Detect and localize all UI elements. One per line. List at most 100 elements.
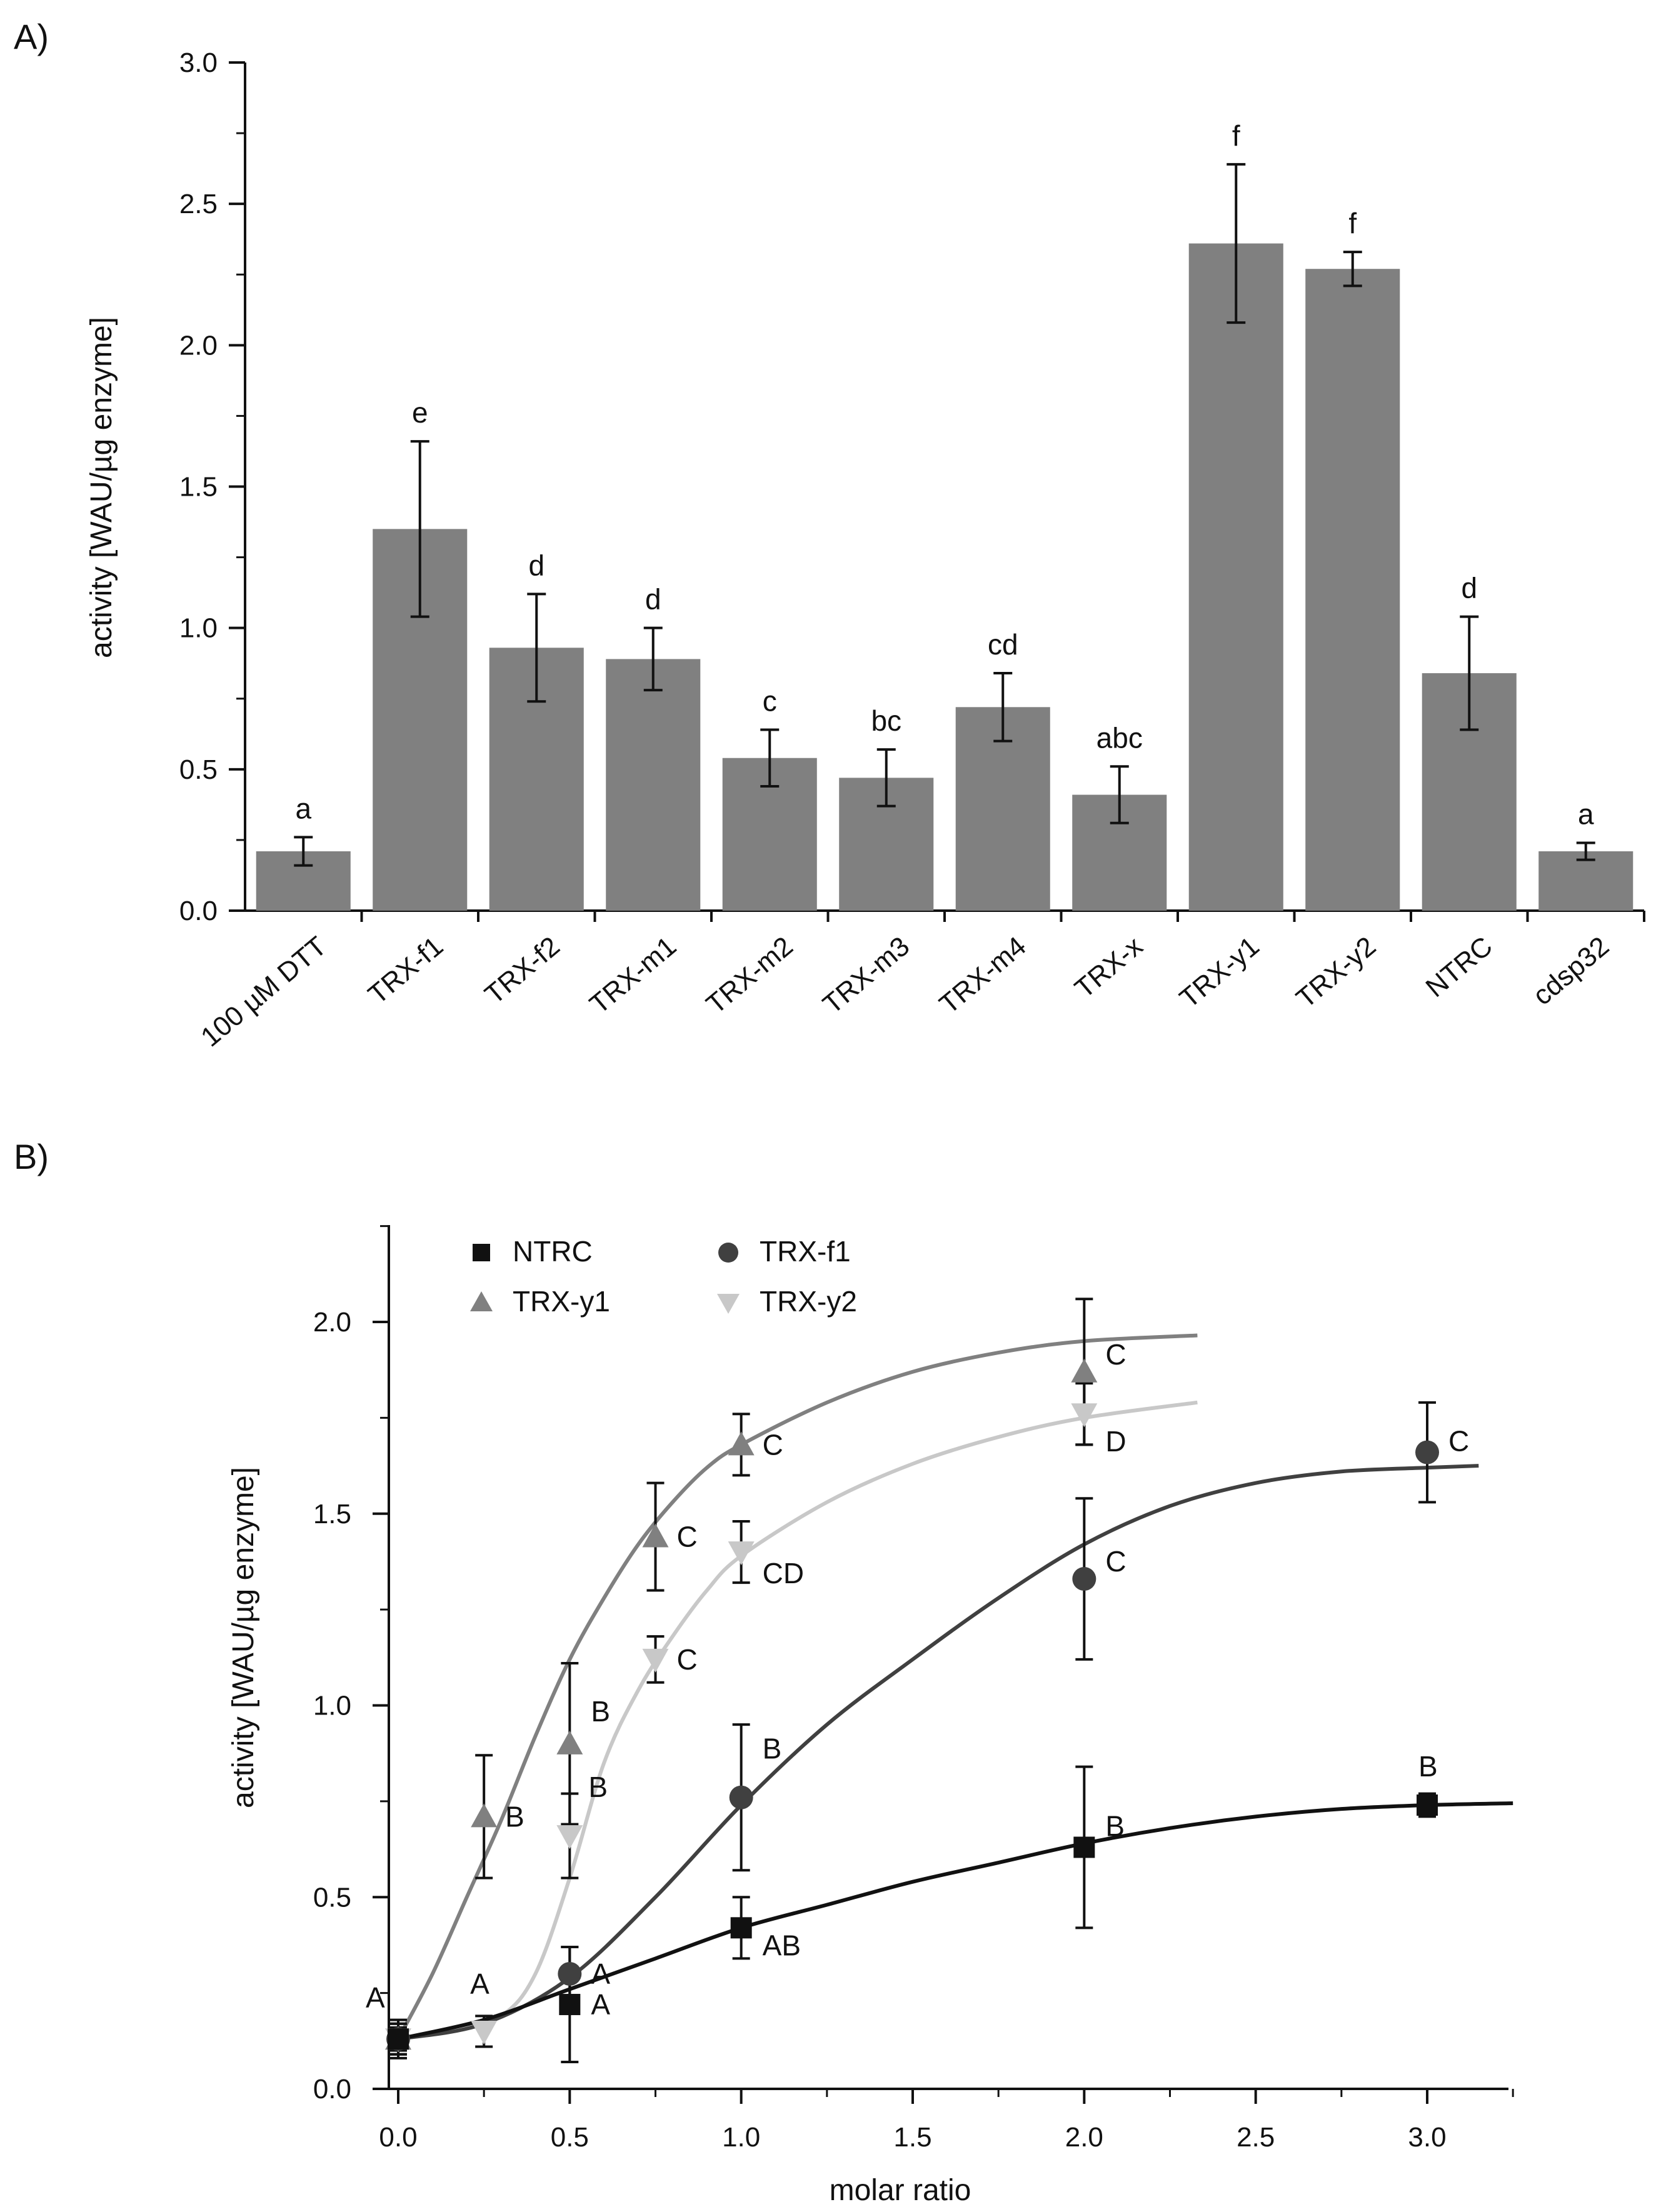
group-letter-trx-y1: B	[591, 1695, 610, 1728]
point-trx-y2	[642, 1648, 669, 1673]
significance-letter: f	[1348, 207, 1357, 239]
category-label: cdsp32	[1527, 931, 1615, 1011]
legend-marker-trx-y1	[470, 1291, 493, 1311]
category-label: TRX-m1	[584, 931, 682, 1020]
panel-b-y-axis-title: activity [WAU/µg enzyme]	[227, 1467, 260, 1808]
panel-b-x-tick-label: 1.5	[893, 2122, 931, 2153]
group-letter-trx-f1: B	[763, 1733, 782, 1765]
point-ntrc	[1417, 1794, 1438, 1816]
group-letter-trx-f1: A	[591, 1958, 610, 1990]
group-letter-trx-y2: CD	[763, 1557, 804, 1589]
point-ntrc	[730, 1917, 752, 1939]
significance-letter: bc	[871, 704, 901, 737]
panel-b-x-tick-label: 0.0	[379, 2122, 417, 2153]
panel-a-label: A)	[14, 17, 49, 56]
point-trx-y2	[556, 1825, 583, 1849]
panel-a-y-tick-label: 1.0	[179, 613, 218, 644]
category-label: TRX-y1	[1174, 931, 1265, 1014]
bar-trx-y1	[1188, 243, 1283, 911]
group-letter-ntrc: B	[1418, 1750, 1438, 1783]
panel-b-y-tick-label: 2.0	[313, 1307, 351, 1338]
group-letter-ntrc: AB	[763, 1929, 801, 1961]
bar-trx-m1	[606, 659, 701, 911]
legend-marker-trx-y2	[717, 1294, 740, 1314]
legend-marker-ntrc	[473, 1244, 490, 1261]
group-letter-ntrc: B	[1105, 1809, 1125, 1842]
point-ntrc	[1073, 1836, 1095, 1858]
bar-cdsp32	[1538, 851, 1633, 911]
panel-a-y-tick-label: 2.0	[179, 330, 218, 361]
group-letter-trx-f1: C	[1105, 1545, 1126, 1578]
point-ntrc	[559, 1994, 581, 2016]
point-trx-y2	[1071, 1403, 1098, 1428]
significance-letter: c	[763, 685, 777, 718]
category-label: TRX-m3	[817, 931, 915, 1020]
point-trx-y1	[556, 1730, 583, 1754]
category-label: TRX-f2	[479, 931, 565, 1010]
panel-b-y-tick-label: 1.0	[313, 1691, 351, 1721]
panel-b-y-tick-label: 0.5	[313, 1882, 351, 1913]
panel-b-x-tick-label: 2.0	[1065, 2122, 1103, 2153]
significance-letter: a	[295, 792, 311, 824]
significance-letter: e	[412, 396, 428, 429]
group-letter-trx-y1: C	[763, 1428, 783, 1461]
significance-letter: d	[1461, 572, 1477, 604]
point-trx-f1	[1072, 1567, 1096, 1591]
category-label: TRX-x	[1069, 931, 1148, 1004]
category-label: 100 µM DTT	[195, 931, 332, 1053]
panel-a-y-axis-title: activity [WAU/µg enzyme]	[85, 317, 118, 658]
fit-curve-trx-f1	[398, 1464, 1479, 2041]
significance-letter: a	[1578, 798, 1594, 830]
group-letter-trx-y1: C	[677, 1521, 698, 1553]
point-trx-y2	[471, 2020, 498, 2044]
group-letter-trx-y2: C	[677, 1643, 698, 1676]
fit-curve-trx-y2	[398, 1400, 1198, 2041]
group-letter-trx-y2: D	[1105, 1425, 1126, 1458]
significance-letter: d	[645, 583, 661, 616]
significance-letter: f	[1232, 119, 1240, 152]
group-letter-trx-y1: C	[1105, 1338, 1126, 1371]
group-letter-trx-y1: A	[366, 1981, 385, 2014]
category-label: TRX-m4	[934, 931, 1032, 1020]
legend-label-trx-y1: TRX-y1	[513, 1285, 610, 1318]
panel-a-bar-chart: 0.0 0.5 1.0 1.5 2.0 2.5 3.0 a e d d c bc cd abc f f d a 1…	[85, 48, 1645, 1053]
panel-b-x-axis-title: molar ratio	[830, 2174, 971, 2207]
panel-a-y-tick-label: 0.0	[179, 896, 218, 926]
legend-marker-trx-f1	[718, 1243, 738, 1263]
legend-label-trx-y2: TRX-y2	[760, 1285, 857, 1318]
significance-letter: cd	[988, 628, 1018, 661]
category-label: TRX-f1	[363, 931, 449, 1010]
panel-b-x-tick-label: 1.0	[722, 2122, 760, 2153]
panel-b-legend: NTRC TRX-f1 TRX-y1 TRX-y2	[470, 1235, 857, 1318]
panel-b-y-tick-label: 0.0	[313, 2074, 351, 2104]
category-label: TRX-m2	[701, 931, 799, 1020]
panel-b-label: B)	[14, 1137, 49, 1176]
point-trx-y1	[642, 1523, 669, 1548]
category-label: NTRC	[1420, 931, 1498, 1003]
panel-b-y-tick-label: 1.5	[313, 1499, 351, 1529]
panel-b-x-tick-label: 3.0	[1408, 2122, 1446, 2153]
point-trx-y2	[728, 1541, 755, 1566]
significance-letter: abc	[1096, 721, 1143, 754]
group-letter-trx-y1: B	[505, 1800, 524, 1833]
point-trx-f1	[558, 1961, 582, 1986]
legend-label-trx-f1: TRX-f1	[760, 1235, 851, 1268]
group-letter-trx-y2: B	[588, 1771, 608, 1803]
group-letter-trx-f1: C	[1448, 1425, 1469, 1458]
point-trx-y1	[728, 1431, 755, 1456]
point-trx-y1	[1071, 1358, 1098, 1383]
point-ntrc	[388, 2028, 409, 2050]
group-letter-trx-y2: A	[470, 1968, 489, 2000]
panel-a-y-tick-label: 2.5	[179, 189, 218, 219]
panel-a-y-tick-label: 3.0	[179, 48, 218, 78]
panel-a-y-tick-label: 1.5	[179, 472, 218, 503]
point-trx-f1	[1415, 1440, 1439, 1464]
fit-curve-ntrc	[398, 1801, 1513, 2041]
category-label: TRX-y2	[1290, 931, 1382, 1014]
group-letter-ntrc: A	[591, 1988, 610, 2021]
panel-b-scatter-chart: 0.00.51.01.52.0 0.0 0.5 1.0 1.5 2.0 2.5 3.0 AB…	[227, 1225, 1514, 2207]
panel-b-x-tick-label: 0.5	[551, 2122, 589, 2153]
significance-letter: d	[528, 549, 544, 581]
point-trx-y1	[471, 1803, 498, 1828]
